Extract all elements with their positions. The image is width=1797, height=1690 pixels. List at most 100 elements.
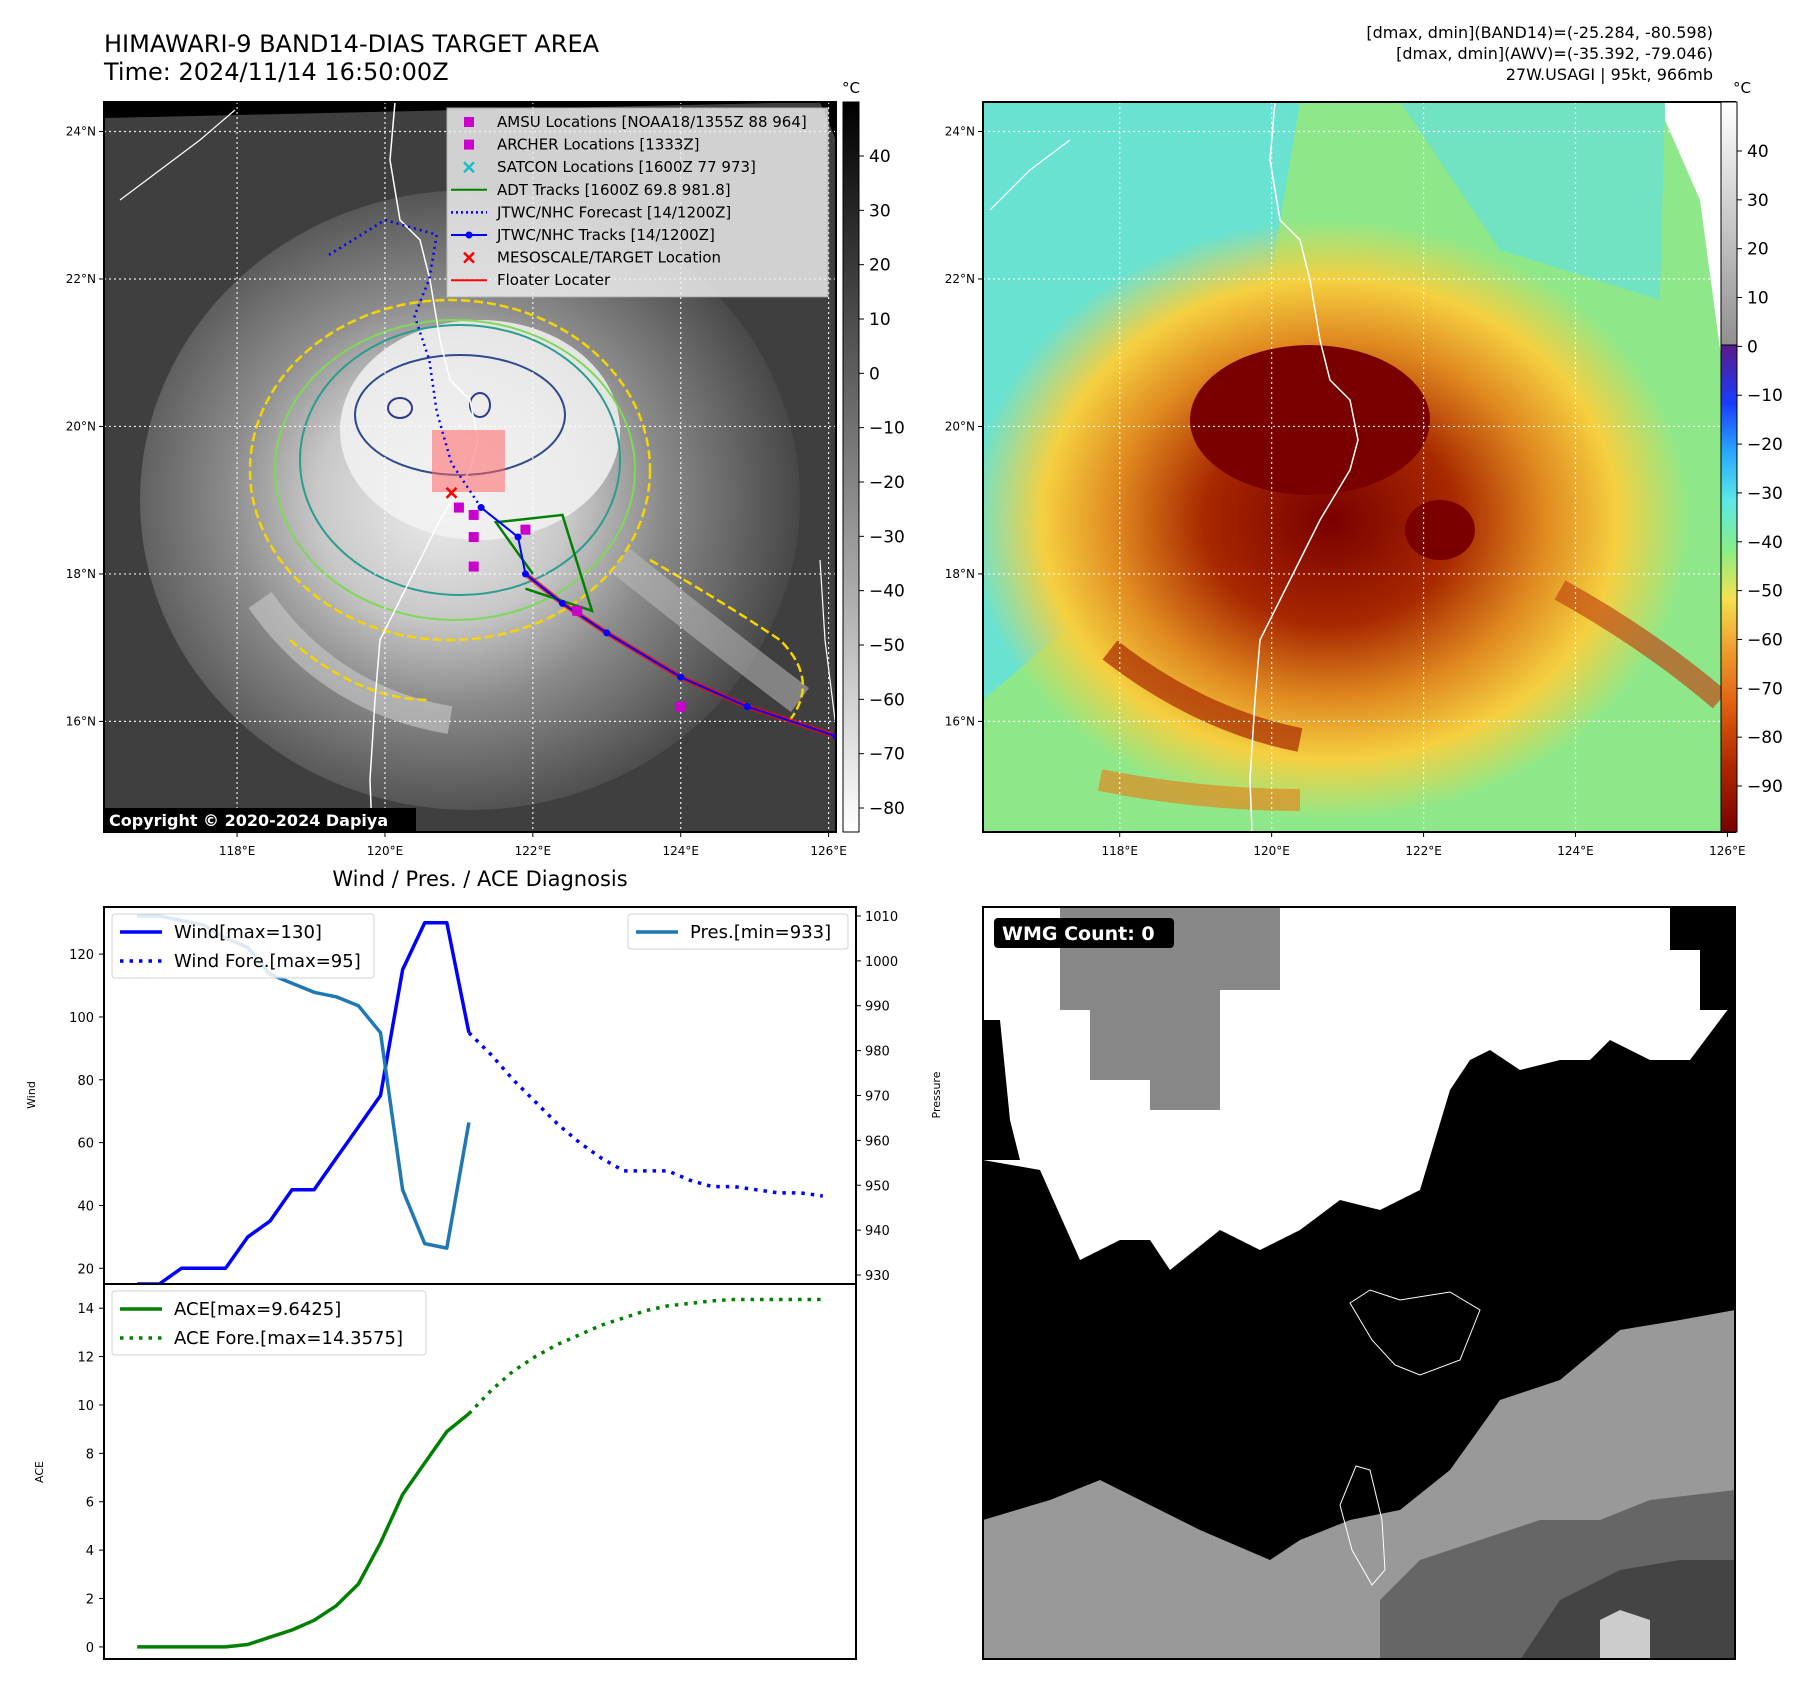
ir-legend-box: [446, 107, 829, 298]
awv-lon-label: 118°E: [1101, 844, 1138, 858]
awv-storm: [983, 220, 1690, 820]
wind-legend-label: Wind Fore.[max=95]: [174, 951, 361, 972]
wmg-frame: [982, 906, 1736, 1660]
awv-lon-label: 124°E: [1557, 844, 1594, 858]
wind-y2tick-label: 960: [865, 1134, 890, 1149]
figure-title: HIMAWARI-9 BAND14-DIAS TARGET AREA: [104, 30, 600, 58]
wind-y2tick-label: 950: [865, 1179, 890, 1194]
awv-colorbar-warm: [1720, 101, 1738, 346]
ir-contour-yellow: [248, 298, 652, 642]
awv-lat-label: 20°N: [945, 419, 975, 433]
legend-item-label: AMSU Locations [NOAA18/1355Z 88 964]: [497, 113, 807, 131]
wind-series-1: [467, 1031, 824, 1198]
ir-colorbar-unit: °C: [842, 79, 860, 97]
awv-cb-tick-label: −20: [1747, 435, 1783, 455]
awv-cb-tick-label: 20: [1747, 240, 1769, 260]
legend-marker-square: [464, 139, 474, 150]
awv-cb-tick-label: −10: [1747, 386, 1783, 406]
wmg-count-label: WMG Count: 0: [1002, 923, 1155, 945]
awv-lon-label: 126°E: [1709, 844, 1746, 858]
awv-colorbar-cold: [1720, 344, 1738, 833]
floater-box: [432, 430, 505, 492]
ace-ytick-label: 6: [86, 1496, 94, 1511]
jtwc-track-point: [743, 703, 751, 711]
ir-cb-tick-label: 40: [869, 147, 891, 167]
wind-y2tick-label: 1010: [865, 910, 898, 925]
ir-cb-tick-label: −30: [869, 527, 905, 547]
wind-ytick-label: 20: [77, 1262, 94, 1277]
awv-map-panel: 118°E 120°E 122°E 124°E 126°E 24°N 22°N 20°N 18°…: [945, 101, 1746, 858]
ace-series-1: [467, 1297, 823, 1415]
wind-ytick-label: 60: [77, 1137, 94, 1152]
awv-coastline: [1249, 102, 1359, 832]
awv-colorbar: °C 40 30 20 10 0 −10 −20 −30 −40 −50 −60 −70 −80 −90: [1720, 79, 1783, 833]
ace-legend-label: ACE Fore.[max=14.3575]: [174, 1328, 403, 1349]
ace-ytick-label: 10: [77, 1399, 94, 1414]
wind-y2tick-label: 940: [865, 1224, 890, 1239]
legend-item-label: Floater Locater: [497, 271, 611, 289]
awv-cb-tick-label: −30: [1747, 484, 1783, 504]
wind-legend-label: Pres.[min=933]: [690, 922, 831, 943]
wmg-panel: WMG Count: 0: [982, 906, 1736, 1660]
ir-lat-label: 18°N: [66, 567, 96, 581]
legend-item-label: MESOSCALE/TARGET Location: [497, 249, 721, 267]
ir-map-frame: [103, 101, 837, 833]
awv-lat-label: 22°N: [945, 272, 975, 286]
pressure-axis-label: Pressure: [930, 1071, 943, 1118]
awv-colorbar-unit: °C: [1733, 79, 1751, 97]
ace-series-0: [137, 1412, 471, 1649]
jtwc-track-point: [521, 570, 529, 578]
ace-ytick-label: 12: [77, 1351, 94, 1366]
ir-lat-label: 16°N: [66, 714, 96, 728]
ir-lon-label: 124°E: [662, 844, 699, 858]
legend-item-label: JTWC/NHC Forecast [14/1200Z]: [496, 203, 731, 221]
ir-map-panel: AMSU Locations [NOAA18/1355Z 88 964] ARCH…: [66, 101, 847, 858]
wmg-label-bg: [994, 918, 1174, 948]
ir-cb-tick-label: 0: [869, 364, 880, 384]
ir-colorbar-scale: [842, 101, 860, 833]
ir-lat-label: 22°N: [66, 272, 96, 286]
ir-cb-tick-label: −80: [869, 799, 905, 819]
jtwc-forecast-track: [325, 218, 483, 509]
ace-ytick-label: 8: [86, 1447, 94, 1462]
ir-lat-label: 24°N: [66, 124, 96, 138]
wind-y2tick-label: 980: [865, 1045, 890, 1060]
info-awv: [dmax, dmin](AWV)=(-35.392, -79.046): [1396, 44, 1713, 63]
jtwc-track-point: [558, 599, 566, 607]
wind-ytick-label: 80: [77, 1074, 94, 1089]
ir-lon-label: 122°E: [515, 844, 552, 858]
wind-legend-box: [111, 913, 375, 979]
archer-location: [572, 605, 583, 616]
jtwc-track-point: [677, 673, 685, 681]
awv-lon-label: 122°E: [1405, 844, 1442, 858]
legend-marker-square: [464, 117, 474, 127]
adt-track: [493, 513, 594, 613]
wind-legend-label: Wind[max=130]: [174, 922, 322, 943]
archer-location: [675, 701, 686, 712]
awv-cb-tick-label: −60: [1747, 630, 1783, 650]
awv-cb-tick-label: 40: [1747, 142, 1769, 162]
figure-time: Time: 2024/11/14 16:50:00Z: [103, 58, 449, 86]
target-location: [445, 486, 458, 499]
wind-y2tick-label: 930: [865, 1269, 890, 1284]
legend-item-label: JTWC/NHC Tracks [14/1200Z]: [496, 226, 715, 244]
awv-core: [1190, 345, 1430, 495]
legend-item-label: ARCHER Locations [1333Z]: [497, 136, 700, 154]
jtwc-track: [480, 506, 836, 738]
awv-cb-tick-label: −40: [1747, 533, 1783, 553]
jtwc-track-point: [514, 533, 522, 541]
info-band14: [dmax, dmin](BAND14)=(-25.284, -80.598): [1366, 23, 1713, 42]
legend-marker-x: [463, 161, 475, 174]
awv-lat-label: 18°N: [945, 567, 975, 581]
awv-cb-tick-label: −90: [1747, 777, 1783, 797]
ace-legend-label: ACE[max=9.6425]: [174, 1299, 341, 1320]
ir-cb-tick-label: 30: [869, 201, 891, 221]
ace-axis-label: ACE: [33, 1461, 46, 1483]
ace-ytick-label: 2: [86, 1593, 94, 1608]
ir-cb-tick-label: −10: [869, 419, 905, 439]
awv-lat-label: 16°N: [945, 714, 975, 728]
ir-cb-tick-label: −70: [869, 745, 905, 765]
wind-ytick-label: 100: [69, 1011, 94, 1026]
ir-cb-tick-label: −60: [869, 690, 905, 710]
